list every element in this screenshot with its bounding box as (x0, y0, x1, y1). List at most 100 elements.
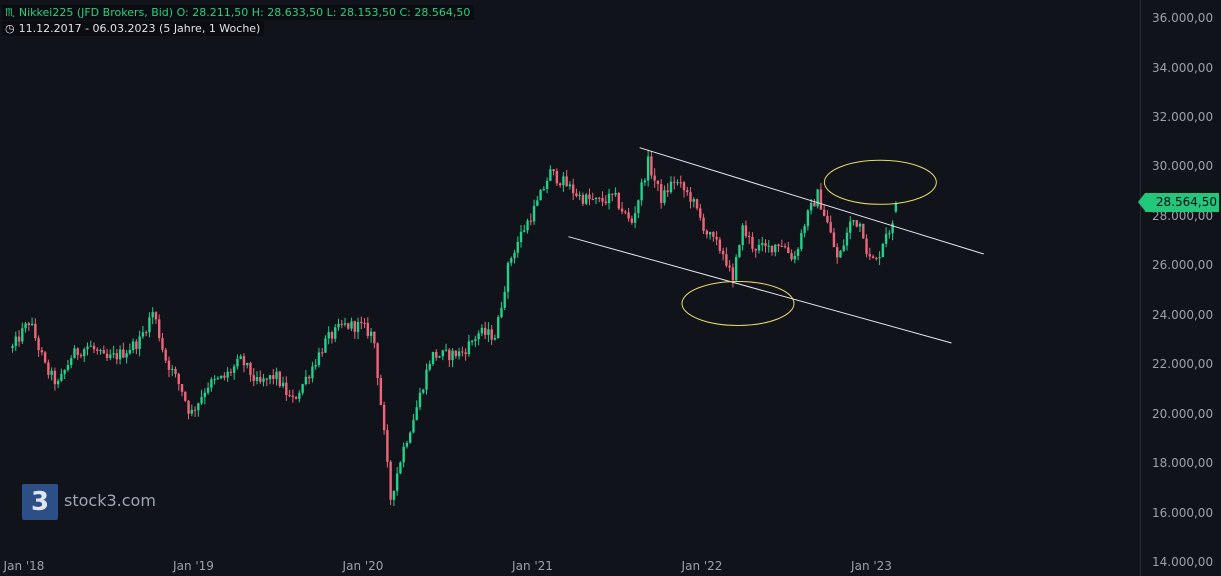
candle-body (373, 331, 376, 344)
x-tick-label: Jan '23 (851, 559, 892, 573)
candle-body (125, 353, 128, 358)
candle-body (888, 233, 891, 235)
candle-body (193, 409, 197, 411)
candle-body (770, 245, 774, 253)
highlight-ellipse-low[interactable] (681, 280, 795, 326)
candle-body (229, 371, 233, 373)
candle-body (757, 244, 761, 251)
candle-body (875, 258, 878, 260)
candle-body (601, 197, 604, 202)
candle-body (800, 232, 803, 250)
candle-body (493, 338, 497, 340)
candle-body (884, 233, 888, 244)
candle-body (435, 351, 438, 358)
candle-body (278, 371, 282, 387)
candle-body (477, 333, 480, 340)
candle-body (751, 236, 754, 249)
candle-body (232, 366, 236, 373)
candle-body (164, 349, 167, 361)
candle-body (275, 371, 278, 379)
x-tick-label: Jan '19 (173, 559, 214, 573)
candle-body (213, 379, 216, 381)
candle-body (523, 230, 526, 232)
candle-body (630, 218, 634, 223)
candle-body (216, 378, 220, 380)
candle-body (330, 332, 334, 339)
candle-body (144, 332, 148, 334)
channel-lower-line[interactable] (568, 236, 952, 344)
candle-body (519, 231, 523, 242)
candle-body (288, 395, 291, 397)
candle-body (405, 442, 409, 447)
candle-body (871, 256, 875, 259)
highlight-ellipse-breakout[interactable] (823, 159, 937, 205)
x-tick-label: Jan '22 (681, 559, 723, 573)
candle-body (633, 213, 637, 223)
candle-body (663, 190, 666, 203)
candle-body (500, 307, 503, 318)
candle-body (806, 210, 810, 227)
drawings[interactable] (568, 147, 984, 344)
candle-body (532, 205, 536, 222)
candle-body (624, 211, 627, 213)
candle-body (422, 389, 425, 393)
candle-body (402, 446, 405, 463)
y-tick-label: 22.000,00 (1152, 357, 1214, 372)
candle-body (607, 193, 611, 204)
candle-body (490, 329, 493, 340)
candle-body (783, 246, 787, 248)
candle-body (281, 382, 285, 387)
candle-body (412, 420, 415, 433)
candle-body (809, 202, 813, 211)
candle-body (813, 202, 816, 207)
candle-body (379, 378, 383, 405)
candle-body (395, 473, 399, 491)
y-tick-label: 32.000,00 (1152, 110, 1214, 125)
candle-body (487, 329, 490, 335)
candle-body (549, 169, 552, 181)
y-tick-label: 26.000,00 (1152, 258, 1214, 273)
channel-upper-line[interactable] (639, 147, 984, 255)
candle-body (138, 336, 141, 349)
candle-body (878, 257, 881, 259)
candle-body (252, 375, 255, 381)
candle-body (223, 375, 226, 378)
candle-body (34, 323, 37, 339)
candle-body (210, 379, 213, 388)
candle-body (63, 369, 66, 374)
candle-body (894, 202, 898, 212)
candle-body (47, 362, 50, 375)
candle-body (105, 353, 109, 358)
candle-body (796, 249, 800, 256)
candle-body (849, 221, 852, 233)
candle-body (425, 369, 428, 390)
y-tick-label: 16.000,00 (1152, 505, 1214, 520)
candle-body (767, 245, 770, 247)
candle-body (92, 345, 96, 350)
candle-body (744, 225, 748, 237)
candle-body (167, 360, 171, 370)
candle-body (76, 348, 79, 355)
candle-body (845, 232, 849, 246)
candle-body (180, 384, 184, 392)
candle-body (27, 323, 31, 326)
candle-body (53, 370, 57, 385)
candle-body (637, 200, 640, 214)
candle-body (467, 341, 471, 355)
candle-body (347, 323, 350, 329)
date-range-header: ◷ 11.12.2017 - 06.03.2023 (5 Jahre, 1 Woc… (2, 21, 265, 36)
y-tick-label: 18.000,00 (1152, 456, 1214, 471)
candle-body (539, 190, 542, 201)
candle-body (461, 351, 464, 353)
candle-body (14, 336, 17, 347)
candle-body (249, 362, 252, 376)
candle-body (438, 356, 441, 358)
candle-body (666, 190, 669, 193)
y-tick-label: 14.000,00 (1152, 555, 1214, 569)
candle-body (692, 199, 695, 202)
candle-body (96, 349, 99, 351)
y-tick-label: 28.000,00 (1152, 208, 1214, 223)
candle-body (161, 338, 164, 350)
candle-body (591, 198, 594, 200)
